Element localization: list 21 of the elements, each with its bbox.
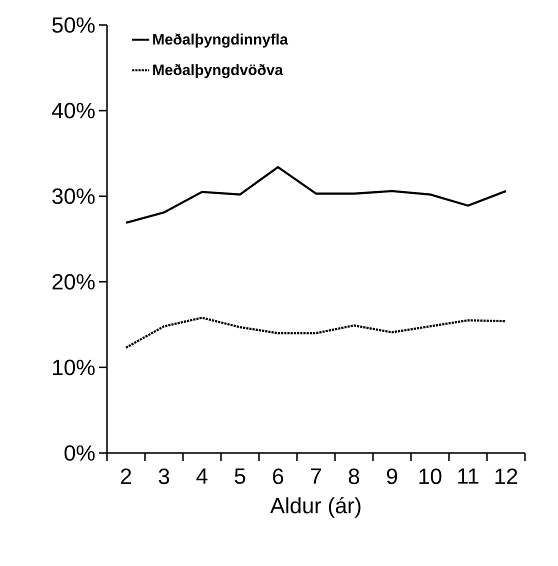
line-series	[124, 166, 508, 224]
x-tick-label: 6	[272, 468, 284, 484]
y-tick-label: 30%	[52, 188, 95, 204]
y-tick-label: 0%	[64, 445, 95, 461]
y-tick-label: 10%	[53, 360, 95, 376]
y-tick-label: 20%	[52, 274, 95, 290]
legend-label: Meðalþyngdinnyfla	[153, 33, 288, 48]
x-axis-title: Aldur (ár)	[270, 496, 360, 518]
x-tick-label: 10	[419, 468, 442, 484]
x-tick-label: 11	[458, 468, 478, 484]
x-tick-label: 5	[234, 468, 246, 484]
y-tick-label: 50%	[52, 17, 95, 33]
legend-label: Meðalþyngdvöðva	[153, 64, 284, 78]
x-tick-label: 12	[495, 468, 518, 484]
x-tick-label: 8	[348, 468, 360, 484]
x-tick-label: 2	[120, 468, 132, 484]
x-tick-label: 4	[196, 468, 208, 484]
x-tick-label: 7	[311, 468, 322, 484]
x-tick-label: 3	[158, 468, 170, 484]
y-tick-label: 40%	[52, 102, 95, 118]
x-tick-label: 9	[386, 468, 398, 484]
